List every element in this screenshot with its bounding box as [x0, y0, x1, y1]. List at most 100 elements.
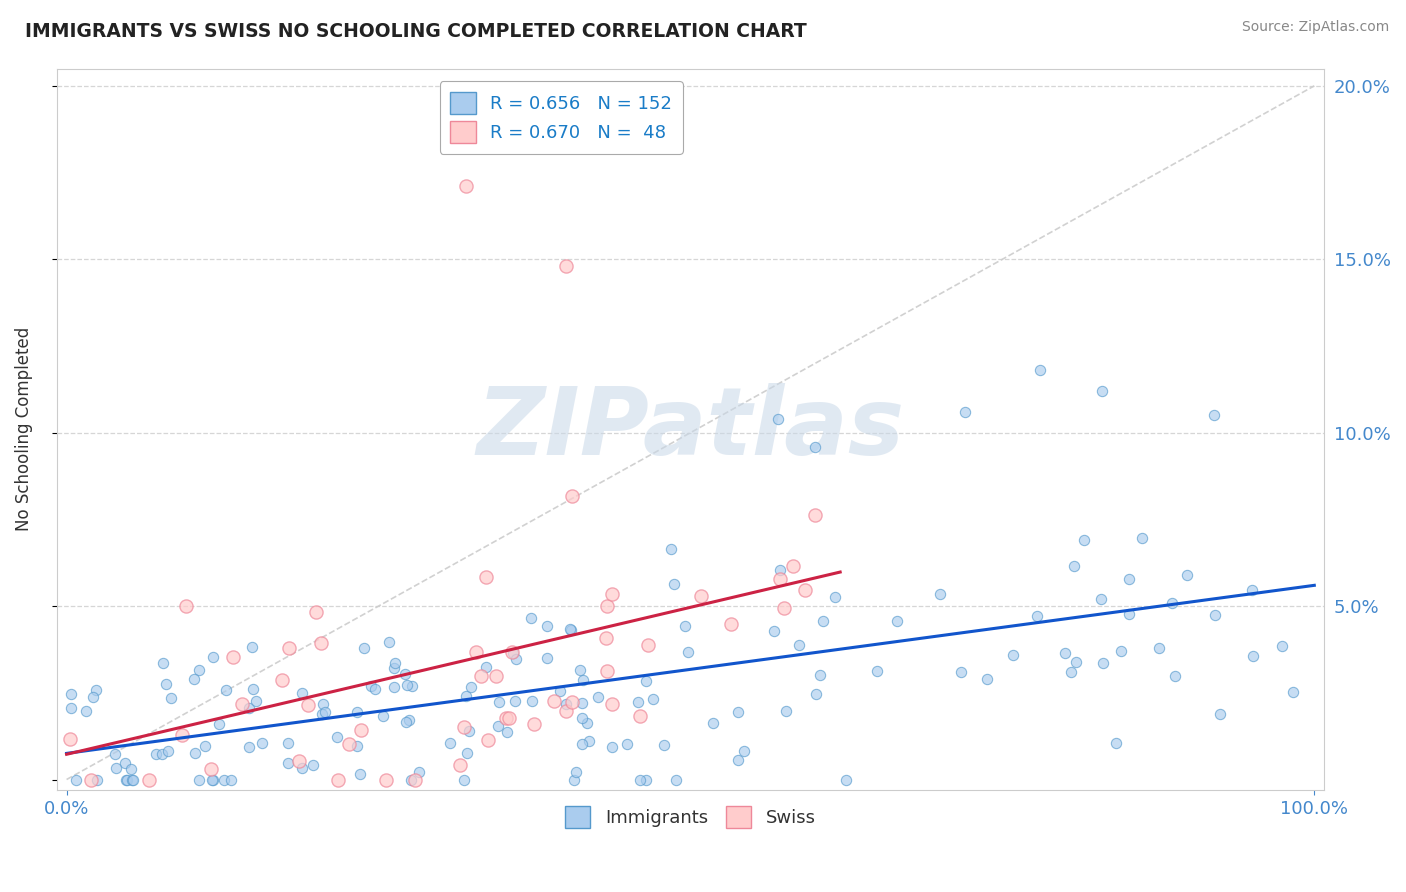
Point [1064, 655, 1087, 669]
Point [824, 590, 846, 604]
Point [475, 659, 498, 673]
Point [382, 660, 405, 674]
Point [676, 645, 699, 659]
Point [79, 772, 101, 787]
Point [349, 767, 371, 781]
Point [314, 705, 336, 719]
Point [571, 696, 593, 710]
Point [1130, 531, 1153, 545]
Point [104, 760, 127, 774]
Point [374, 772, 396, 787]
Point [115, 772, 138, 787]
Point [571, 738, 593, 752]
Point [465, 645, 488, 659]
Point [572, 673, 595, 687]
Point [488, 695, 510, 709]
Point [82, 690, 104, 704]
Point [1204, 409, 1226, 423]
Point [288, 755, 311, 769]
Point [122, 772, 145, 787]
Point [596, 664, 619, 678]
Point [1060, 665, 1083, 679]
Point [950, 665, 973, 679]
Point [1091, 656, 1114, 670]
Point [454, 689, 477, 703]
Point [953, 405, 976, 419]
Point [396, 678, 419, 692]
Point [523, 717, 546, 731]
Point [138, 772, 160, 787]
Point [543, 694, 565, 708]
Point [808, 667, 831, 681]
Point [155, 677, 177, 691]
Point [1271, 640, 1294, 654]
Point [1029, 363, 1052, 377]
Point [277, 756, 299, 770]
Point [1073, 533, 1095, 547]
Point [453, 772, 475, 787]
Point [202, 650, 225, 665]
Point [568, 664, 591, 678]
Point [560, 623, 582, 637]
Point [652, 739, 675, 753]
Point [495, 724, 517, 739]
Point [238, 739, 260, 754]
Point [1109, 644, 1132, 658]
Point [768, 563, 790, 577]
Point [404, 772, 426, 787]
Point [636, 772, 658, 787]
Point [1063, 558, 1085, 573]
Point [311, 636, 333, 650]
Point [278, 640, 301, 655]
Point [238, 701, 260, 715]
Point [114, 756, 136, 771]
Point [602, 697, 624, 711]
Point [835, 772, 858, 787]
Point [794, 583, 817, 598]
Point [65, 772, 87, 787]
Text: Source: ZipAtlas.com: Source: ZipAtlas.com [1241, 20, 1389, 34]
Point [454, 179, 477, 194]
Point [561, 489, 583, 503]
Point [555, 697, 578, 711]
Point [160, 690, 183, 705]
Point [326, 772, 349, 787]
Point [145, 747, 167, 761]
Point [659, 542, 682, 557]
Point [595, 631, 617, 645]
Point [86, 772, 108, 787]
Point [475, 570, 498, 584]
Point [104, 747, 127, 761]
Point [215, 683, 238, 698]
Point [630, 709, 652, 723]
Point [364, 681, 387, 696]
Point [522, 694, 544, 708]
Point [152, 656, 174, 670]
Point [353, 640, 375, 655]
Point [291, 761, 314, 775]
Point [346, 739, 368, 753]
Point [75, 704, 97, 718]
Point [558, 623, 581, 637]
Point [536, 619, 558, 633]
Point [485, 669, 508, 683]
Point [384, 656, 406, 670]
Point [769, 572, 792, 586]
Point [1241, 649, 1264, 664]
Point [337, 737, 360, 751]
Point [115, 772, 138, 787]
Point [804, 687, 827, 701]
Point [564, 764, 586, 779]
Point [773, 601, 796, 615]
Point [1118, 607, 1140, 621]
Point [477, 733, 499, 747]
Point [453, 720, 475, 734]
Point [665, 772, 688, 787]
Point [673, 619, 696, 633]
Point [886, 614, 908, 628]
Point [548, 684, 571, 698]
Point [636, 673, 658, 688]
Point [811, 614, 834, 628]
Point [775, 704, 797, 718]
Point [602, 740, 624, 755]
